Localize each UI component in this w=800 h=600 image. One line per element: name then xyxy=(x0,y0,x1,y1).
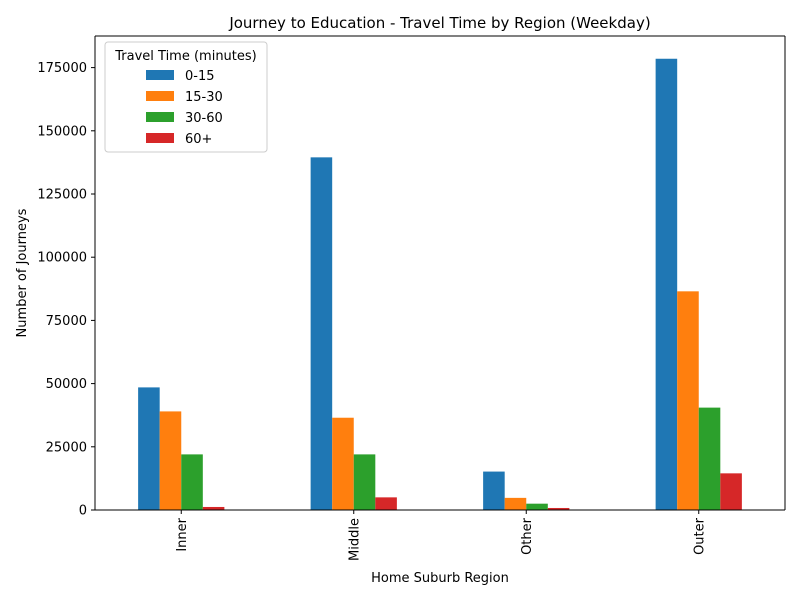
bar-middle-30-60 xyxy=(354,454,376,510)
y-tick-label: 100000 xyxy=(37,251,87,266)
bar-outer-0-15 xyxy=(656,59,678,510)
y-tick-label: 75000 xyxy=(46,314,87,329)
y-axis: 0 25000 50000 75000 100000 125000 150000 175000 xyxy=(37,61,95,518)
bar-middle-0-15 xyxy=(311,157,333,510)
bar-inner-15-30 xyxy=(160,411,182,510)
legend-swatch xyxy=(146,133,174,143)
legend-swatch xyxy=(146,70,174,80)
bar-inner-0-15 xyxy=(138,387,160,510)
legend-title: Travel Time (minutes) xyxy=(114,49,257,64)
x-axis-title: Home Suburb Region xyxy=(371,571,509,586)
x-tick-label: Inner xyxy=(175,517,190,551)
bar-outer-60plus xyxy=(720,473,742,510)
y-tick-label: 50000 xyxy=(46,377,87,392)
bar-other-30-60 xyxy=(526,504,548,510)
bar-middle-60plus xyxy=(375,497,397,510)
legend-label: 60+ xyxy=(185,132,212,147)
x-axis: Inner Middle Other Outer xyxy=(175,510,708,561)
x-tick-label: Outer xyxy=(692,517,707,555)
y-tick-label: 25000 xyxy=(46,440,87,455)
legend-label: 15-30 xyxy=(185,90,223,105)
legend: Travel Time (minutes) 0-15 15-30 30-60 60+ xyxy=(105,42,267,152)
bar-outer-15-30 xyxy=(677,291,699,510)
y-tick-label: 150000 xyxy=(37,124,87,139)
chart-title: Journey to Education - Travel Time by Re… xyxy=(228,14,650,32)
y-tick-label: 175000 xyxy=(37,61,87,76)
bar-inner-30-60 xyxy=(181,454,203,510)
x-tick-label: Other xyxy=(520,517,535,555)
y-axis-title: Number of Journeys xyxy=(15,208,30,337)
legend-label: 30-60 xyxy=(185,111,223,126)
x-tick-label: Middle xyxy=(347,518,362,561)
legend-swatch xyxy=(146,91,174,101)
bar-other-0-15 xyxy=(483,472,505,510)
bar-other-15-30 xyxy=(505,498,527,510)
y-tick-label: 0 xyxy=(79,504,87,519)
y-tick-label: 125000 xyxy=(37,188,87,203)
bar-middle-15-30 xyxy=(332,418,354,510)
legend-swatch xyxy=(146,112,174,122)
legend-label: 0-15 xyxy=(185,69,215,84)
bar-outer-30-60 xyxy=(699,408,721,510)
